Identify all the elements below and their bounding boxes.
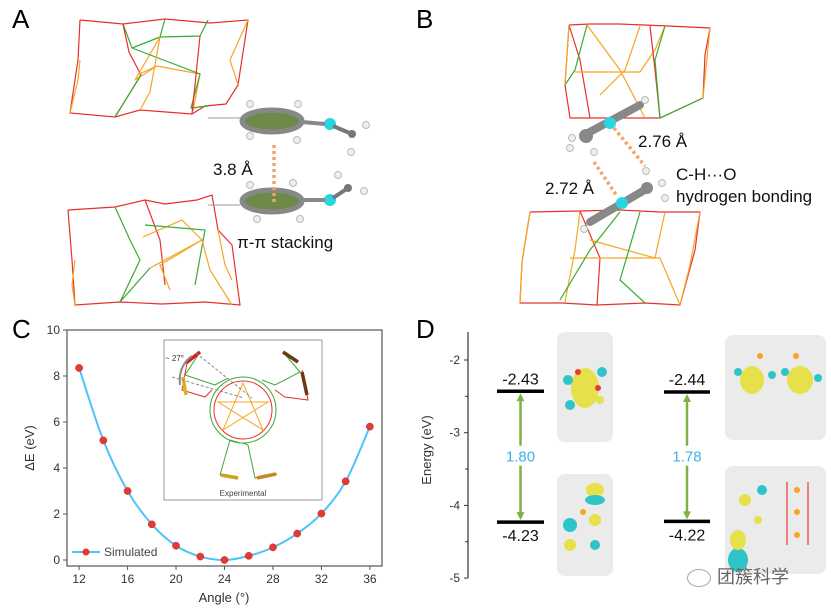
homo-value-label: -4.23: [502, 528, 539, 545]
wechat-icon: [687, 569, 711, 587]
watermark: 团簇科学: [687, 563, 789, 589]
homo-value-label: -4.22: [669, 527, 706, 544]
d-y-tick-label: -4: [449, 498, 460, 512]
d-y-axis-label: Energy (eV): [419, 415, 434, 484]
lumo-value-label: -2.44: [669, 372, 706, 389]
orbital-image-lumo-1: [557, 332, 613, 442]
gap-arrow-head-up: [683, 394, 691, 402]
d-y-tick-label: -2: [449, 353, 460, 367]
gap-arrow-head-down: [517, 512, 525, 520]
d-y-tick-label: -3: [449, 426, 460, 440]
gap-arrow-head-up: [517, 393, 525, 401]
orbital-image-homo-1: [557, 474, 613, 576]
orbital-image-homo-2: [725, 466, 826, 574]
gap-value-label: 1.80: [506, 449, 535, 466]
lumo-value-label: -2.43: [502, 371, 539, 388]
watermark-text: 团簇科学: [717, 567, 789, 587]
gap-arrow-head-down: [683, 511, 691, 519]
gap-value-label: 1.78: [672, 449, 701, 466]
orbital-image-lumo-2: [725, 335, 826, 440]
d-y-tick-label: -5: [449, 571, 460, 585]
